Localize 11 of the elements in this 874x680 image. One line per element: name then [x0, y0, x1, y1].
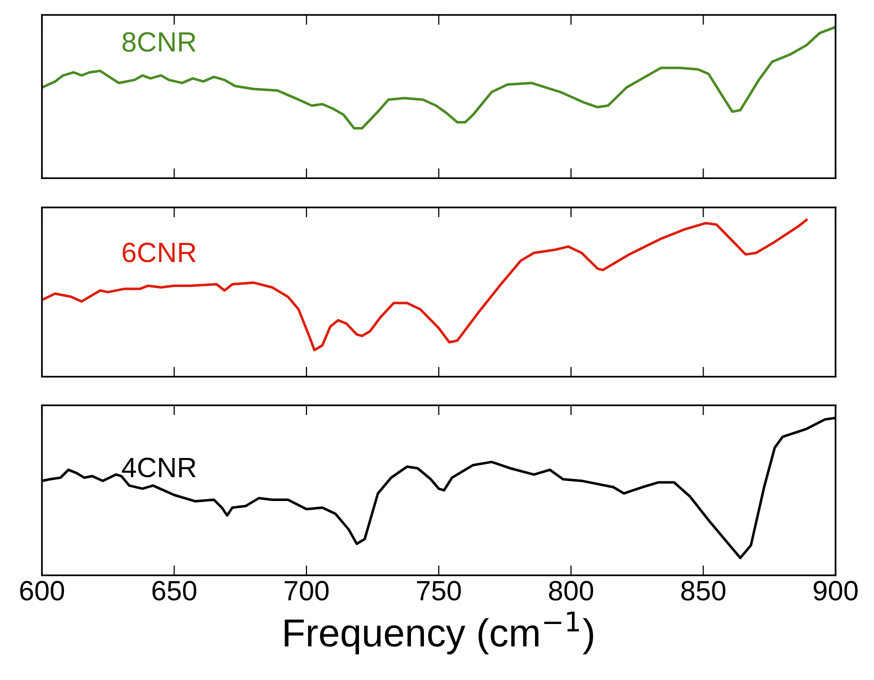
- x-tick-label: 850: [681, 580, 726, 601]
- x-tick-label: 650: [152, 580, 196, 601]
- x-tick-label: 900: [814, 580, 858, 601]
- x-tick-label: 600: [20, 580, 64, 601]
- x-axis-title: Frequency (cm$^{−1}$): [284, 612, 594, 654]
- x-tick-label: 700: [284, 580, 329, 601]
- series-label: 8CNR: [122, 32, 196, 52]
- x-tick-label: 750: [417, 580, 461, 601]
- series-label: 6CNR: [122, 242, 196, 262]
- series-label: 4CNR: [122, 458, 196, 478]
- x-tick-label: 800: [549, 580, 594, 601]
